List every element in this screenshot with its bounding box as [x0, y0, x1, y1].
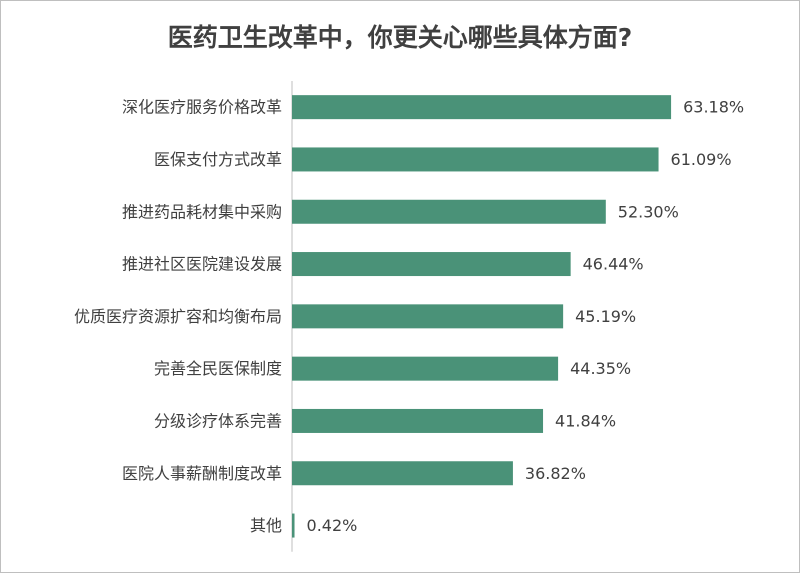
bar-6 — [292, 356, 559, 381]
value-label-8: 36.82% — [525, 464, 586, 483]
bar-5 — [292, 304, 564, 329]
value-labels-group: 63.18% 61.09% 52.30% 46.44% 45.19% 44.35% 41.8… — [307, 98, 745, 535]
category-label-1: 深化医疗服务价格改革 — [122, 98, 282, 117]
bar-4 — [292, 252, 571, 277]
value-label-6: 44.35% — [570, 359, 631, 378]
value-label-9: 0.42% — [307, 516, 358, 535]
value-label-3: 52.30% — [618, 202, 679, 221]
category-label-9: 其他 — [250, 516, 282, 535]
bar-1 — [292, 95, 672, 120]
bar-7 — [292, 408, 544, 433]
value-label-4: 46.44% — [583, 255, 644, 274]
value-label-2: 61.09% — [671, 150, 732, 169]
category-label-5: 优质医疗资源扩容和均衡布局 — [74, 307, 282, 326]
category-label-6: 完善全民医保制度 — [154, 359, 282, 378]
value-label-1: 63.18% — [683, 98, 744, 117]
bar-9 — [292, 513, 295, 538]
chart-title: 医药卫生改革中，你更关心哪些具体方面? — [167, 23, 633, 52]
category-label-3: 推进药品耗材集中采购 — [122, 202, 282, 221]
value-label-7: 41.84% — [555, 411, 616, 430]
category-label-4: 推进社区医院建设发展 — [122, 255, 282, 274]
bar-3 — [292, 199, 606, 224]
bar-8 — [292, 461, 513, 486]
category-label-8: 医院人事薪酬制度改革 — [122, 464, 282, 483]
bars-group — [292, 95, 672, 538]
value-label-5: 45.19% — [575, 307, 636, 326]
bar-2 — [292, 147, 659, 172]
category-labels-group: 深化医疗服务价格改革医保支付方式改革推进药品耗材集中采购推进社区医院建设发展优质… — [74, 98, 282, 535]
category-label-7: 分级诊疗体系完善 — [154, 411, 282, 430]
category-label-2: 医保支付方式改革 — [154, 150, 282, 169]
